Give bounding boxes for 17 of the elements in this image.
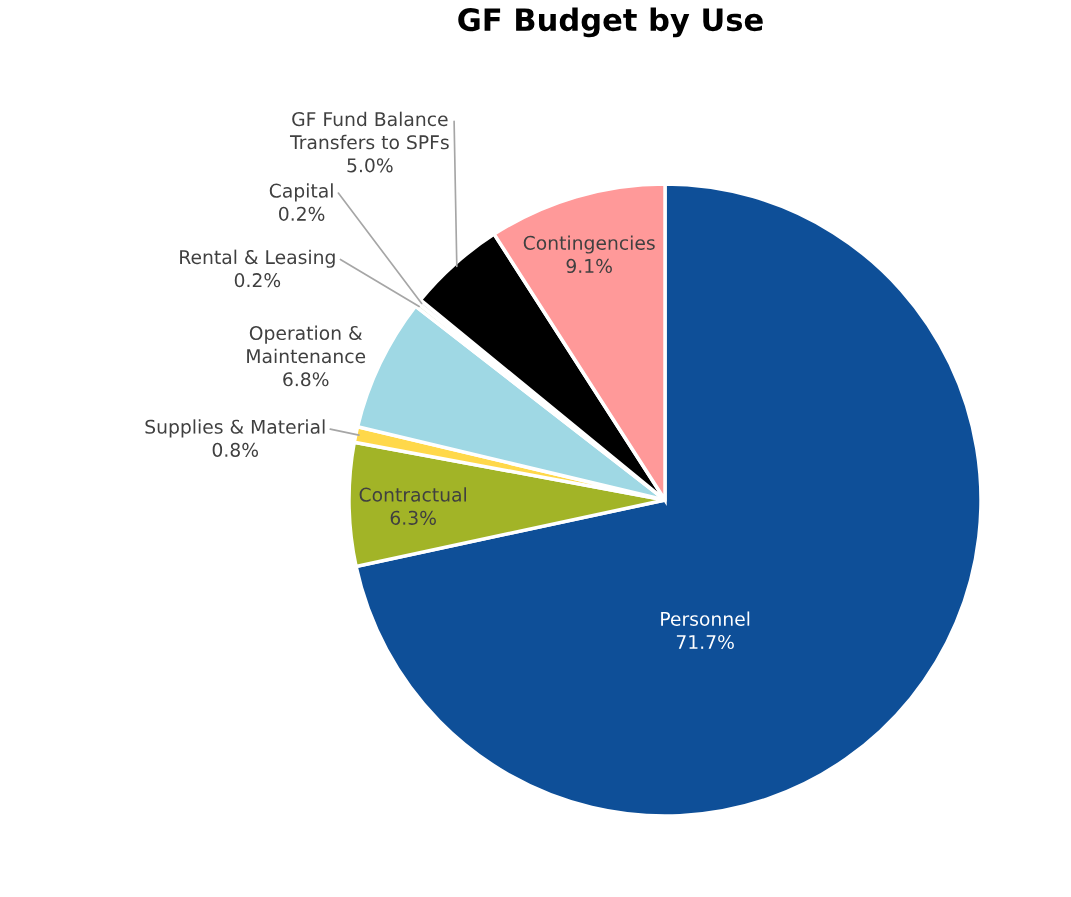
slice-label: Operation & Maintenance	[247, 325, 366, 364]
data-label: 71.7%	[676, 634, 734, 650]
data-label: 0.2%	[234, 273, 281, 288]
slice-label: Contingencies	[523, 235, 655, 254]
data-label: 6.8%	[283, 372, 329, 387]
slice-label: Capital	[269, 183, 333, 202]
data-label: 5.0%	[347, 158, 393, 173]
slice-label: Rental & Leasing	[180, 249, 335, 268]
chart-title: GF Budget by Use	[458, 7, 763, 38]
data-label: 9.1%	[566, 258, 612, 274]
data-label: 0.2%	[279, 206, 325, 221]
slice-label: Personnel	[661, 611, 750, 626]
slice-label: GF Fund Balance Transfers to SPFs	[289, 111, 449, 150]
data-label: 6.3%	[390, 510, 436, 525]
slice-label: Contractual	[359, 487, 467, 502]
slice-label: Supplies & Material	[145, 419, 325, 438]
data-label: 0.8%	[212, 442, 259, 457]
